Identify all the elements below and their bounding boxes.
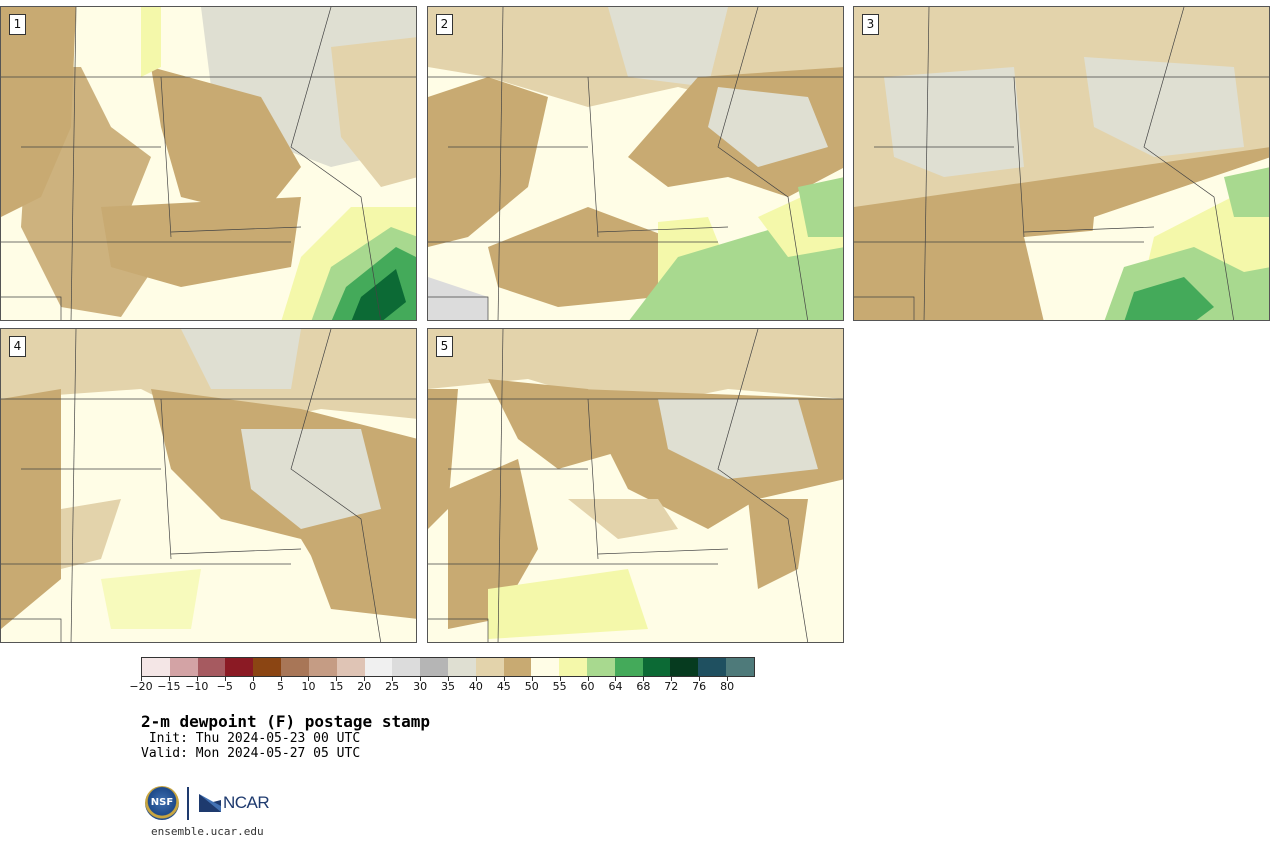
ncar-mark-icon xyxy=(199,794,221,812)
colorbar-tick xyxy=(615,677,617,681)
init-time: Init: Thu 2024-05-23 00 UTC xyxy=(141,731,361,746)
colorbar-tick-label: 60 xyxy=(580,680,595,693)
colorbar-tick xyxy=(643,677,645,681)
colorbar-tick xyxy=(141,677,142,681)
colorbar-swatch xyxy=(169,658,198,676)
colorbar-tick xyxy=(420,677,422,681)
map-panel-4: 4 xyxy=(0,328,417,643)
nsf-ncar-logo: NSF NCAR xyxy=(145,786,275,822)
colorbar-tick-label: 35 xyxy=(441,680,455,693)
colorbar-swatch xyxy=(475,658,504,676)
nsf-seal-icon: NSF xyxy=(145,786,179,820)
colorbar-tick xyxy=(503,677,505,681)
colorbar-tick xyxy=(727,677,729,681)
colorbar-tick-label: 80 xyxy=(720,680,735,693)
dewpoint-map-4 xyxy=(1,329,416,642)
dewpoint-map-1 xyxy=(1,7,416,320)
colorbar-tick-label: 25 xyxy=(385,680,400,693)
colorbar-tick xyxy=(699,677,701,681)
colorbar-swatch xyxy=(587,658,615,676)
panel-number: 5 xyxy=(436,336,453,357)
colorbar-tick xyxy=(280,677,282,681)
colorbar-tick-label: 15 xyxy=(329,680,344,693)
colorbar-tick-label: 45 xyxy=(496,680,511,693)
colorbar-tick xyxy=(531,677,533,681)
colorbar-swatch xyxy=(614,658,643,676)
colorbar-tick-label: −20 xyxy=(129,680,153,693)
colorbar-swatch xyxy=(253,658,282,676)
colorbar-tick xyxy=(252,677,254,681)
colorbar-tick xyxy=(196,677,198,681)
colorbar-tick-label: 5 xyxy=(277,680,285,693)
colorbar-tick xyxy=(559,677,561,681)
colorbar-tick-label: 64 xyxy=(608,680,623,693)
colorbar-swatch xyxy=(197,658,226,676)
colorbar-tick-label: −10 xyxy=(185,680,209,693)
panel-number: 2 xyxy=(436,14,453,35)
colorbar-swatch xyxy=(503,658,532,676)
colorbar-tick-label: 30 xyxy=(413,680,428,693)
colorbar-tick-label: 55 xyxy=(552,680,567,693)
ncar-wordmark: NCAR xyxy=(223,793,270,812)
chart-title: 2-m dewpoint (F) postage stamp xyxy=(141,712,430,731)
colorbar-swatch xyxy=(392,658,421,676)
colorbar-swatch xyxy=(281,658,309,676)
colorbar-swatch xyxy=(698,658,727,676)
colorbar-swatch xyxy=(726,658,754,676)
colorbar-swatch xyxy=(531,658,560,676)
colorbar-tick-label: 50 xyxy=(524,680,539,693)
colorbar-tick-label: 68 xyxy=(636,680,651,693)
colorbar-swatch xyxy=(308,658,337,676)
panel-number: 1 xyxy=(9,14,26,35)
colorbar-tick-label: 72 xyxy=(664,680,679,693)
colorbar-tick xyxy=(448,677,449,681)
colorbar-swatch xyxy=(447,658,476,676)
map-panel-5: 5 xyxy=(427,328,844,643)
panel-number: 4 xyxy=(9,336,26,357)
colorbar-tick-label: 40 xyxy=(468,680,483,693)
colorbar-tick xyxy=(168,677,170,681)
logo-divider xyxy=(187,787,189,820)
colorbar-tick-label: 0 xyxy=(249,680,257,693)
colorbar xyxy=(141,657,755,677)
colorbar-swatch xyxy=(142,658,170,676)
colorbar-swatch xyxy=(364,658,393,676)
dewpoint-map-3 xyxy=(854,7,1269,320)
colorbar-tick xyxy=(224,677,226,681)
website-link: ensemble.ucar.edu xyxy=(151,825,264,838)
colorbar-tick xyxy=(364,677,366,681)
colorbar-tick xyxy=(587,677,589,681)
colorbar-tick xyxy=(671,677,673,681)
colorbar-swatch xyxy=(225,658,254,676)
colorbar-swatch xyxy=(559,658,587,676)
colorbar-tick xyxy=(475,677,477,681)
colorbar-swatch xyxy=(670,658,699,676)
panel-number: 3 xyxy=(862,14,879,35)
colorbar-tick-label: 20 xyxy=(357,680,372,693)
colorbar-tick-label: −5 xyxy=(216,680,233,693)
colorbar-labels: −20 −15 −10 −5 0 5 10 15 20 25 30 35 40 45 50 55 60 64 68 7… xyxy=(129,680,755,696)
colorbar-swatch xyxy=(642,658,671,676)
map-panel-2: 2 xyxy=(427,6,844,321)
map-panel-1: 1 xyxy=(0,6,417,321)
dewpoint-map-5 xyxy=(428,329,843,642)
colorbar-tick-label: 10 xyxy=(301,680,316,693)
colorbar-tick-label: 76 xyxy=(692,680,707,693)
colorbar-swatch xyxy=(336,658,365,676)
map-panel-3: 3 xyxy=(853,6,1270,321)
colorbar-swatch xyxy=(420,658,448,676)
colorbar-tick xyxy=(308,677,310,681)
dewpoint-map-2 xyxy=(428,7,843,320)
colorbar-tick xyxy=(392,677,394,681)
colorbar-tick xyxy=(336,677,338,681)
colorbar-tick-label: −15 xyxy=(157,680,181,693)
valid-time: Valid: Mon 2024-05-27 05 UTC xyxy=(141,746,361,761)
